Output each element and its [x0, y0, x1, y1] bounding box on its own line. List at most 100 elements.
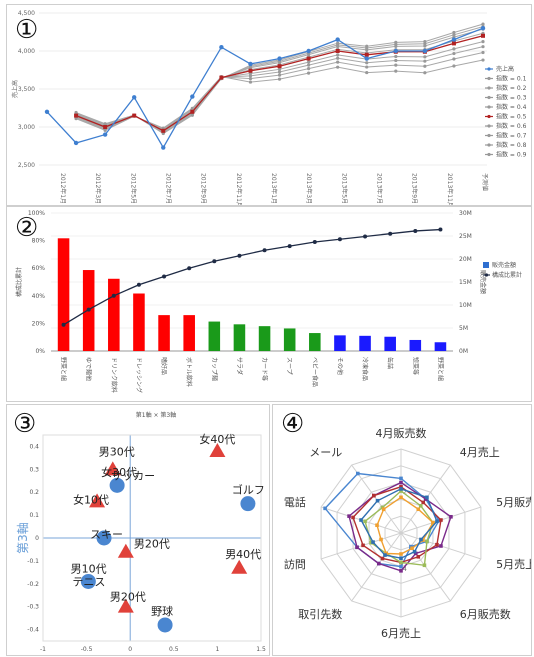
smoothing-point [452, 33, 456, 37]
radar-point [437, 518, 441, 523]
category-circle-point [96, 530, 112, 546]
x-tick-label: サラダ [235, 357, 243, 375]
category-triangle-point [231, 559, 248, 574]
sales-point [102, 132, 108, 137]
smoothing-point [190, 113, 194, 117]
point-label: 野球 [151, 604, 173, 618]
radar-point [422, 563, 427, 568]
y-left-tick-label: 80% [32, 238, 46, 245]
radar-axis-label: 訪問 [284, 557, 306, 571]
smoothing-point [307, 60, 311, 64]
x-tick-label: ボトル飲料 [185, 357, 193, 387]
legend-label: 売上高 [496, 65, 514, 73]
legend-label: 指数 = 0.9 [496, 151, 527, 159]
cumulative-point [438, 227, 443, 232]
smoothing-point [365, 65, 369, 69]
smoothing-point [103, 122, 107, 126]
y-tick-label: 3,500 [18, 86, 35, 93]
ring-label: 4 [403, 566, 407, 573]
y-left-tick-label: 100% [28, 210, 45, 217]
y-tick-label: -0.2 [27, 581, 39, 588]
plot-frame [42, 434, 262, 642]
chart-title: 第1軸 × 第3軸 [136, 411, 176, 419]
smoothing-point [452, 47, 456, 51]
radar-point [449, 514, 453, 519]
radar-point [416, 507, 421, 512]
cumulative-point [187, 266, 192, 271]
y-left-tick-label: 20% [32, 320, 46, 327]
sales-point [248, 61, 253, 67]
category-circle-point [80, 573, 96, 589]
x-tick-label: 2012年11月 [235, 173, 243, 205]
y-left-axis-label: 構成比累計 [15, 267, 23, 297]
radar-point [399, 552, 403, 556]
radar-point [369, 540, 373, 545]
legend-marker [487, 152, 491, 157]
radar-point [380, 556, 385, 561]
sales-bar [384, 336, 396, 351]
category-triangle-point [117, 543, 134, 558]
smoothing-point [336, 41, 340, 45]
point-label: 女10代 [73, 492, 109, 506]
cumulative-point [136, 282, 141, 287]
sales-point [306, 48, 311, 54]
y-right-tick-label: 5M [459, 325, 468, 332]
y-right-tick-label: 20M [459, 256, 472, 263]
category-circle-point [109, 477, 125, 493]
x-tick-label: カード等 [261, 357, 269, 381]
cumulative-point [162, 274, 167, 279]
legend-label: 指数 = 0.6 [496, 122, 527, 130]
sales-point [132, 95, 137, 100]
index-0.5-point [248, 68, 253, 73]
smoothing-point [307, 67, 311, 71]
sales-bar [57, 238, 70, 351]
x-tick-label: -0.5 [81, 646, 93, 653]
x-tick-label: 0 [128, 646, 132, 653]
radar-point [399, 476, 403, 481]
category-triangle-point [104, 461, 121, 476]
smoothing-point [277, 67, 282, 71]
smoothing-point [248, 76, 253, 81]
radar-axis-label: 6月販売数 [460, 608, 511, 621]
x-tick-label: 1 [215, 646, 219, 653]
legend-label: 指数 = 0.7 [496, 132, 527, 140]
cumulative-point [262, 248, 267, 253]
radar-point [351, 515, 355, 520]
radar-point [435, 542, 439, 547]
cumulative-point [312, 239, 317, 244]
category-triangle-point [117, 598, 134, 613]
category-triangle-point [209, 443, 226, 458]
smoothing-point [394, 40, 398, 44]
scatter-chart-panel: ③ 第1軸 × 第3軸 -1 -0.5 0 0.5 1 1.5 -0.4 -0.3 -0.2 -0.… [6, 404, 270, 656]
legend-label: 販売金額 [492, 261, 516, 269]
smoothing-point [336, 56, 340, 60]
x-tick-label: 野菜と組 [60, 357, 68, 381]
legend-label: 指数 = 0.4 [496, 103, 527, 111]
index-0.5-point [103, 125, 108, 129]
radar-axis-label: 4月売上 [460, 446, 500, 459]
x-tick-label: カップ麺 [210, 357, 218, 381]
x-tick-label: 2013年11月 [446, 173, 454, 205]
y-right-tick-label: 0M [459, 348, 468, 355]
radar-point [421, 538, 425, 542]
smoothing-point [248, 80, 253, 84]
sales-bar [158, 315, 170, 351]
cumulative-point [86, 307, 91, 312]
radar-point [375, 498, 380, 503]
legend-marker [487, 76, 491, 81]
legend-marker [487, 133, 491, 138]
x-tick-label: 2012年7月 [165, 173, 173, 204]
y-right-axis-label: 販売金額 [479, 270, 487, 294]
index-0.5-point [190, 109, 195, 114]
smoothing-point [452, 64, 456, 68]
sales-point [422, 48, 428, 54]
cumulative-line [63, 228, 441, 326]
sales-point [190, 94, 195, 99]
y-tick-label: 0.4 [29, 443, 39, 450]
x-tick-label: 1.5 [256, 646, 266, 653]
smoothing-point [423, 40, 427, 44]
smoothing-point [394, 58, 398, 63]
smoothing-point [307, 63, 311, 67]
x-tick-label: 2013年5月 [340, 173, 348, 204]
cumulative-point [237, 253, 242, 258]
